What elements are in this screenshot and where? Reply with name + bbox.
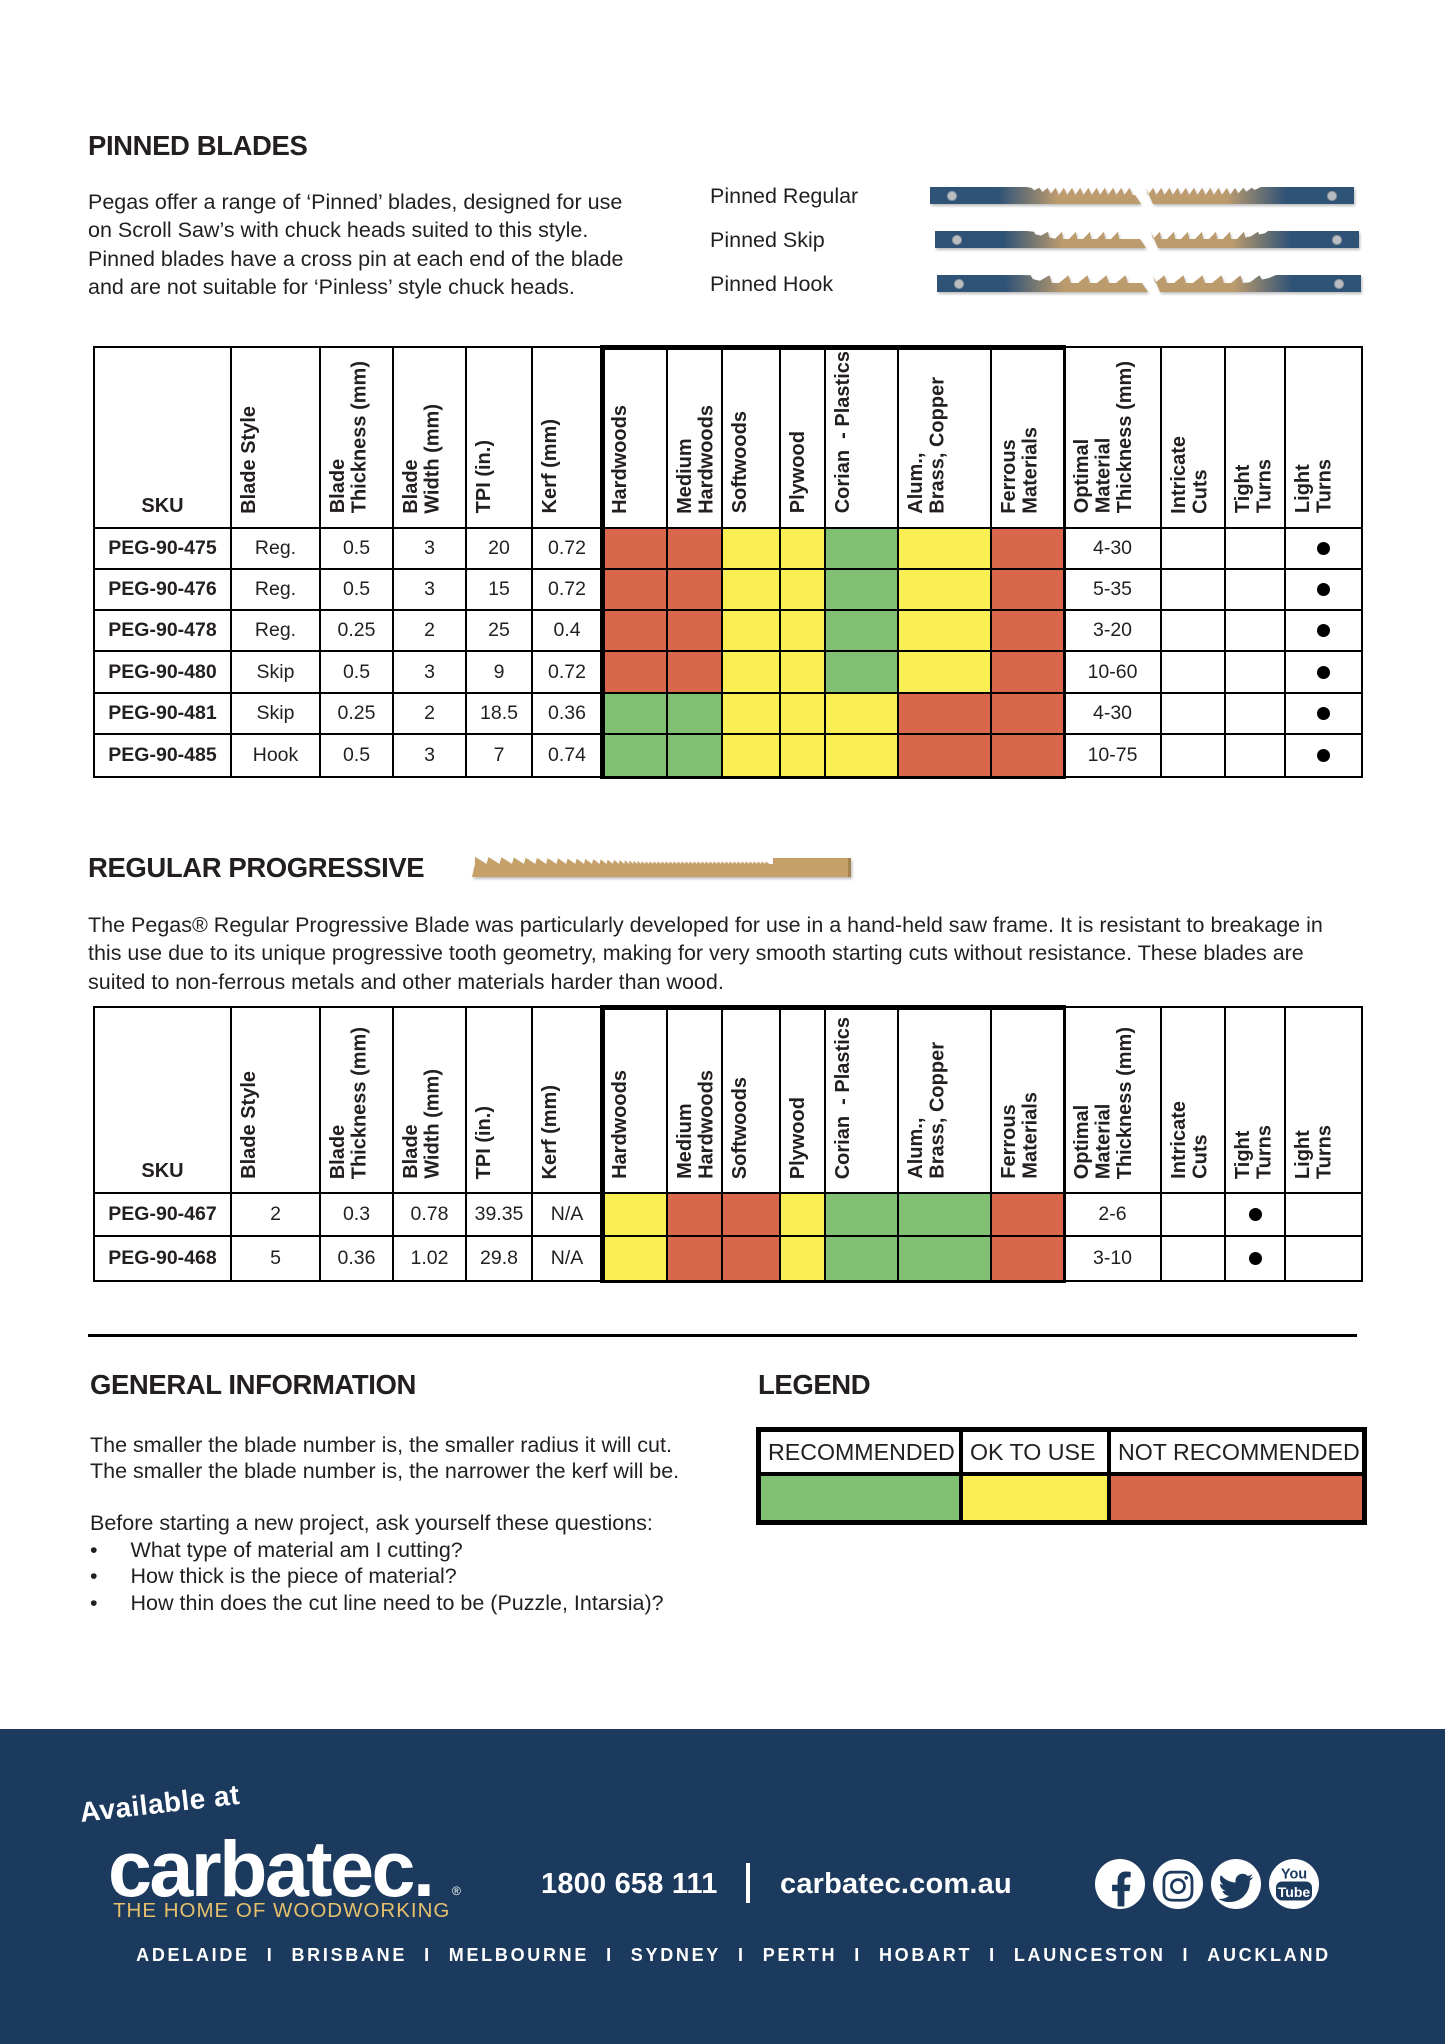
svg-text:Tube: Tube: [1278, 1884, 1311, 1900]
svg-text:You: You: [1281, 1867, 1307, 1883]
